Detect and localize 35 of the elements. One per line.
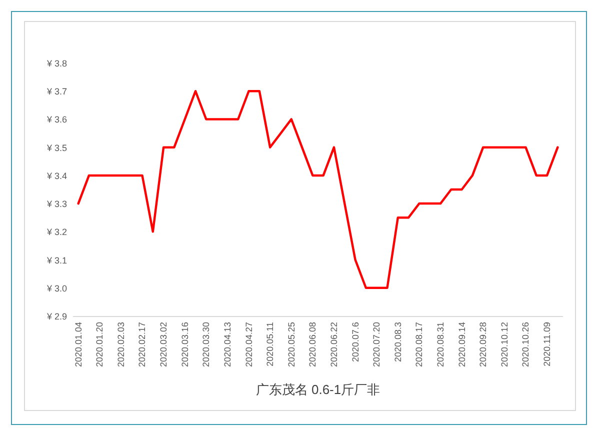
y-tick-label: ¥ 3.3 (46, 199, 67, 210)
x-axis-title: 广东茂名 0.6-1斤厂非 (256, 382, 380, 397)
x-tick-label: 2020.07.20 (372, 322, 382, 368)
x-tick-label: 2020.10.26 (520, 322, 531, 368)
x-tick-label: 2020.02.03 (116, 322, 126, 368)
x-tick-label: 2020.01.20 (94, 322, 105, 368)
x-tick-label: 2020.07.6 (350, 322, 360, 362)
x-tick-label: 2020.10.12 (499, 322, 510, 368)
y-tick-label: ¥ 3.8 (46, 58, 67, 68)
x-tick-label: 2020.04.27 (244, 322, 254, 368)
x-tick-label: 2020.09.14 (456, 322, 467, 368)
x-tick-label: 2020.06.08 (308, 322, 318, 368)
y-tick-label: ¥ 3.6 (46, 114, 67, 125)
line-series (77, 90, 559, 290)
x-tick-label: 2020.09.28 (478, 322, 488, 368)
x-tick-label: 2020.03.02 (158, 322, 169, 368)
y-tick-label: ¥ 3.2 (46, 227, 67, 238)
x-tick-label: 2020.08.17 (414, 322, 424, 368)
x-tick-label: 2020.03.16 (180, 322, 190, 368)
y-tick-label: ¥ 3.4 (46, 170, 67, 181)
x-tick-label: 2020.04.13 (222, 322, 232, 368)
x-tick-label: 2020.03.30 (201, 322, 212, 368)
y-tick-label: ¥ 3.7 (46, 86, 67, 97)
x-tick-label: 2020.01.04 (73, 322, 84, 368)
y-tick-label: ¥ 3.0 (46, 283, 67, 294)
y-tick-label: ¥ 3.1 (46, 255, 67, 266)
x-tick-label: 2020.08.3 (392, 322, 403, 362)
x-tick-label: 2020.02.17 (137, 322, 148, 368)
x-tick-label: 2020.08.31 (436, 322, 446, 368)
x-tick-label: 2020.06.22 (328, 322, 339, 368)
y-tick-label: ¥ 2.9 (46, 312, 67, 322)
y-tick-label: ¥ 3.5 (46, 142, 67, 153)
x-tick-label: 2020.05.11 (265, 322, 276, 366)
x-tick-label: 2020.11.09 (542, 322, 552, 366)
x-tick-label: 2020.05.25 (286, 322, 296, 368)
